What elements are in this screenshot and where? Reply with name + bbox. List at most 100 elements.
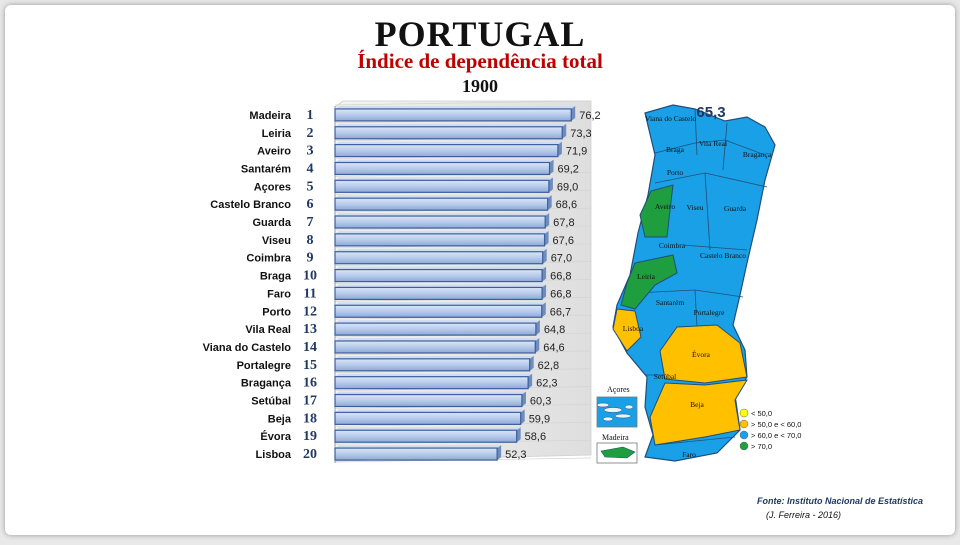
- district-border: [654, 436, 736, 446]
- category-label: Beja: [268, 413, 292, 425]
- azores-island: [624, 404, 634, 410]
- azores-island: [614, 413, 632, 419]
- bar-value-label: 66,7: [550, 306, 571, 318]
- bar-depth: [542, 248, 547, 264]
- bar-depth: [529, 355, 534, 371]
- bar-top: [335, 159, 554, 163]
- map-district-label: Viseu: [686, 203, 703, 212]
- legend-swatch: [739, 441, 749, 451]
- legend-label: > 50,0 e < 60,0: [751, 420, 801, 429]
- bar-depth: [542, 266, 547, 282]
- bar-depth: [549, 159, 554, 175]
- category-label: Lisboa: [256, 449, 292, 461]
- map-district-label: Leiria: [637, 272, 656, 281]
- bar-top: [335, 320, 540, 324]
- legend-label: > 60,0 e < 70,0: [751, 431, 801, 440]
- bar-value-label: 62,3: [536, 378, 557, 390]
- map-district-label: Évora: [692, 349, 711, 359]
- bar-value-label: 59,9: [529, 413, 550, 425]
- bar-depth: [557, 141, 562, 157]
- bar-top: [335, 105, 576, 109]
- bar-value-label: 66,8: [550, 271, 571, 283]
- rank-label: 14: [303, 340, 317, 355]
- rank-label: 16: [303, 376, 317, 391]
- district-evora-area: [659, 324, 748, 384]
- rank-label: 13: [303, 322, 317, 337]
- rank-label: 20: [303, 447, 317, 462]
- category-label: Viseu: [262, 235, 291, 247]
- bar-top: [335, 409, 525, 413]
- bar-depth: [571, 105, 576, 121]
- source-note: Fonte: Instituto Nacional de Estatística: [757, 496, 924, 506]
- category-label: Açores: [254, 181, 291, 193]
- map-district-label: Portalegre: [694, 308, 725, 317]
- page-title: PORTUGAL: [374, 14, 586, 54]
- rank-label: 9: [307, 251, 314, 266]
- bar-top: [335, 427, 521, 431]
- bars-group: 76,2 Madeira 1 73,3 Leiria 2 71,9 Aveiro 3 69,2 Sa…: [203, 105, 601, 462]
- rank-label: 2: [307, 126, 314, 141]
- chart-year: 1900: [462, 76, 498, 96]
- bar-top: [335, 213, 550, 217]
- district-border: [682, 244, 748, 251]
- map-district-label: Faro: [682, 450, 696, 459]
- rank-label: 7: [307, 215, 314, 230]
- map-district-label: Braga: [666, 145, 685, 154]
- bar-top: [335, 302, 546, 306]
- slide: PORTUGAL Índice de dependência total 190…: [5, 5, 955, 535]
- bar-depth: [535, 320, 540, 336]
- rank-label: 8: [307, 233, 314, 248]
- azores-island: [596, 402, 610, 408]
- rank-label: 10: [303, 269, 317, 284]
- category-label: Bragança: [241, 378, 292, 390]
- bar-top: [335, 195, 552, 199]
- national-value: 65,3: [696, 104, 725, 121]
- bar-top: [335, 266, 547, 270]
- bar-depth: [548, 177, 553, 193]
- bar-value-label: 67,6: [553, 235, 574, 247]
- rank-label: 3: [307, 144, 314, 159]
- bar-depth: [520, 409, 525, 425]
- category-label: Viana do Castelo: [203, 342, 292, 354]
- bar-depth: [544, 230, 549, 246]
- bar: [334, 251, 544, 265]
- bar-top: [335, 177, 553, 181]
- category-label: Madeira: [249, 110, 291, 122]
- bar: [334, 126, 563, 140]
- district-beja-area: [649, 379, 748, 446]
- district-border: [694, 289, 698, 328]
- rank-label: 6: [307, 197, 314, 212]
- category-label: Braga: [260, 271, 292, 283]
- bar: [334, 108, 572, 122]
- legend-label: < 50,0: [751, 409, 772, 418]
- bar-value-label: 52,3: [505, 449, 526, 461]
- bar-depth: [547, 195, 552, 211]
- legend-swatch: [739, 419, 749, 429]
- category-label: Portalegre: [237, 360, 291, 372]
- bar-value-label: 67,0: [551, 253, 572, 265]
- bar-value-label: 76,2: [579, 110, 600, 122]
- bar: [334, 447, 498, 461]
- category-label: Faro: [267, 288, 291, 300]
- category-label: Guarda: [252, 217, 291, 229]
- portugal-map: Viana do Castelo Braga Vila Real Bragança Po…: [596, 104, 801, 464]
- bar-value-label: 64,8: [544, 324, 565, 336]
- bar-value-label: 73,3: [570, 128, 591, 140]
- rank-label: 11: [303, 286, 316, 301]
- category-label: Aveiro: [257, 146, 291, 158]
- bar-value-label: 71,9: [566, 146, 587, 158]
- district-leiria-area: [620, 254, 678, 310]
- map-district-label: Vila Real: [699, 139, 727, 148]
- map-district-label: Bragança: [743, 150, 772, 159]
- map-district-label: Lisboa: [623, 324, 644, 333]
- rank-label: 18: [303, 411, 317, 426]
- bar-depth: [535, 337, 540, 353]
- madeira-island: [600, 446, 636, 459]
- category-label: Castelo Branco: [210, 199, 291, 211]
- legend-swatch: [739, 430, 749, 440]
- map-district-label: Aveiro: [655, 202, 676, 211]
- category-label: Santarém: [241, 163, 291, 175]
- bar-depth: [562, 123, 567, 139]
- category-label: Porto: [262, 306, 291, 318]
- bar: [334, 358, 531, 372]
